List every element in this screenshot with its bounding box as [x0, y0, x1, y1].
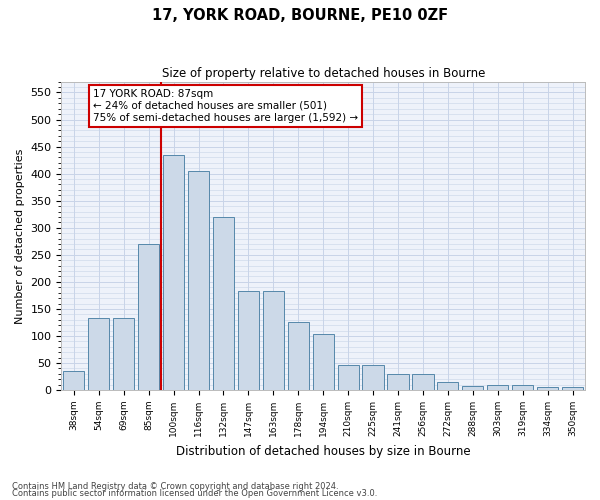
Bar — [163, 154, 184, 390]
Bar — [512, 385, 533, 390]
Bar — [263, 291, 284, 390]
Bar — [63, 371, 85, 390]
Bar — [388, 374, 409, 390]
Bar — [313, 334, 334, 390]
Text: 17, YORK ROAD, BOURNE, PE10 0ZF: 17, YORK ROAD, BOURNE, PE10 0ZF — [152, 8, 448, 22]
Text: Contains HM Land Registry data © Crown copyright and database right 2024.: Contains HM Land Registry data © Crown c… — [12, 482, 338, 491]
Bar — [338, 364, 359, 390]
Bar — [562, 388, 583, 390]
Title: Size of property relative to detached houses in Bourne: Size of property relative to detached ho… — [161, 68, 485, 80]
Bar — [437, 382, 458, 390]
Y-axis label: Number of detached properties: Number of detached properties — [15, 148, 25, 324]
Bar — [462, 386, 484, 390]
Bar — [213, 217, 234, 390]
Text: 17 YORK ROAD: 87sqm
← 24% of detached houses are smaller (501)
75% of semi-detac: 17 YORK ROAD: 87sqm ← 24% of detached ho… — [93, 90, 358, 122]
Bar — [238, 291, 259, 390]
Bar — [412, 374, 434, 390]
Text: Contains public sector information licensed under the Open Government Licence v3: Contains public sector information licen… — [12, 490, 377, 498]
Bar — [113, 318, 134, 390]
Bar — [487, 384, 508, 390]
Bar — [88, 318, 109, 390]
Bar — [138, 244, 159, 390]
X-axis label: Distribution of detached houses by size in Bourne: Distribution of detached houses by size … — [176, 444, 470, 458]
Bar — [537, 388, 558, 390]
Bar — [287, 322, 309, 390]
Bar — [362, 365, 383, 390]
Bar — [188, 171, 209, 390]
